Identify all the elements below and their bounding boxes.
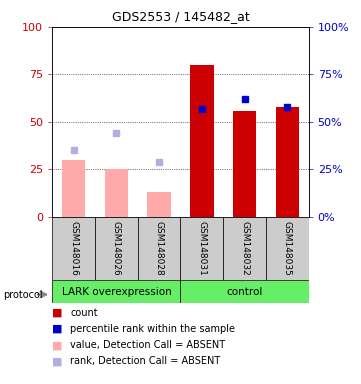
Bar	[180, 280, 309, 303]
Text: ■: ■	[52, 340, 63, 350]
Text: LARK overexpression: LARK overexpression	[61, 287, 171, 297]
Text: GSM148031: GSM148031	[197, 221, 206, 276]
Text: GSM148028: GSM148028	[155, 221, 164, 276]
Bar	[138, 217, 180, 280]
Bar	[180, 217, 223, 280]
Bar	[52, 217, 95, 280]
Bar	[275, 107, 299, 217]
Text: count: count	[70, 308, 98, 318]
Bar	[190, 65, 214, 217]
Text: value, Detection Call = ABSENT: value, Detection Call = ABSENT	[70, 340, 226, 350]
Text: rank, Detection Call = ABSENT: rank, Detection Call = ABSENT	[70, 356, 221, 366]
Bar	[52, 280, 180, 303]
Bar	[266, 217, 309, 280]
Bar	[233, 111, 256, 217]
Text: protocol: protocol	[4, 290, 43, 300]
Bar	[147, 192, 171, 217]
Text: ■: ■	[52, 324, 63, 334]
Bar	[62, 160, 86, 217]
Text: GSM148032: GSM148032	[240, 221, 249, 276]
Bar	[223, 217, 266, 280]
Text: GSM148035: GSM148035	[283, 221, 292, 276]
Bar	[105, 169, 128, 217]
Text: GDS2553 / 145482_at: GDS2553 / 145482_at	[112, 10, 249, 23]
Bar	[95, 217, 138, 280]
Text: percentile rank within the sample: percentile rank within the sample	[70, 324, 235, 334]
Text: ■: ■	[52, 308, 63, 318]
Text: control: control	[226, 287, 263, 297]
Text: ■: ■	[52, 356, 63, 366]
Text: GSM148016: GSM148016	[69, 221, 78, 276]
Text: GSM148026: GSM148026	[112, 221, 121, 276]
